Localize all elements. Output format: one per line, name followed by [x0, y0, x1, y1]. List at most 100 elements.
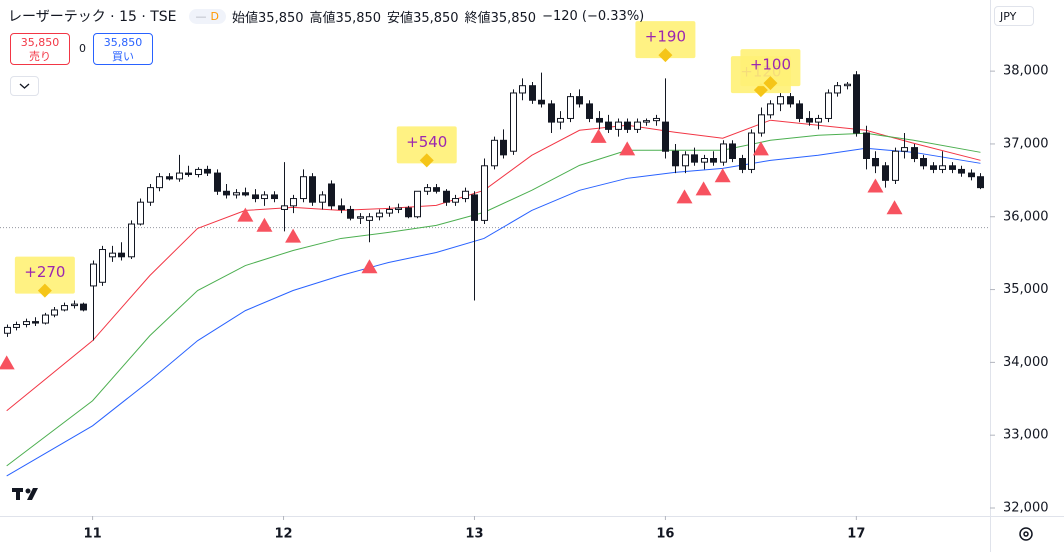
ohlc-values: 始値35,850 高値35,850 安値35,850 終値35,850	[232, 7, 536, 26]
header: レーザーテック · 15 · TSE — D 始値35,850 高値35,850 安値…	[8, 6, 644, 26]
symbol-title[interactable]: レーザーテック · 15 · TSE	[8, 9, 177, 25]
candle-body	[920, 158, 927, 167]
candle-body	[118, 252, 125, 258]
candle-body	[405, 207, 412, 218]
candle-body	[137, 201, 144, 225]
candle-body	[319, 194, 326, 203]
signal-marker	[695, 181, 712, 196]
currency-button[interactable]: JPY	[994, 6, 1034, 26]
candle-body	[634, 121, 641, 130]
x-tick-label: 11	[84, 527, 102, 542]
signal-marker	[285, 228, 302, 243]
signal-marker	[0, 355, 15, 370]
badge-letter: D	[210, 9, 220, 23]
candle-body	[386, 208, 393, 214]
annotation-point	[658, 48, 673, 63]
candle-body	[481, 165, 488, 221]
change: −120 (−0.33%)	[542, 8, 645, 24]
candle-body	[233, 192, 240, 196]
ohlc-label: 高値	[309, 10, 336, 26]
candle-body	[777, 96, 784, 105]
candle-body	[930, 165, 937, 170]
candle-body	[176, 172, 183, 180]
ohlc-value: 35,850	[258, 10, 304, 26]
settings-icon[interactable]	[1019, 527, 1033, 541]
candle-body	[653, 117, 660, 122]
candle-body	[548, 103, 555, 123]
status-badge[interactable]: — D	[188, 8, 227, 24]
candle-body	[195, 168, 202, 176]
candle-body	[491, 139, 498, 167]
candle-body	[214, 172, 221, 192]
y-tick-label: 36,000	[1003, 209, 1049, 224]
candle-body	[395, 207, 402, 210]
annotation-box	[14, 256, 75, 294]
candle-body	[185, 172, 192, 176]
ohlc-item: 高値35,850	[310, 7, 382, 26]
y-tick-label: 32,000	[1003, 500, 1049, 515]
candle-body	[471, 194, 478, 221]
candle-body	[882, 165, 889, 181]
candle-body	[911, 147, 918, 160]
candle-body	[4, 326, 11, 334]
candle-body	[99, 249, 106, 283]
candle-body	[242, 192, 249, 196]
candle-body	[347, 208, 354, 219]
signal-marker	[590, 128, 607, 143]
ohlc-value: 35,850	[490, 10, 537, 26]
candle-body	[710, 158, 717, 163]
candle-body	[61, 305, 68, 311]
candle-body	[281, 205, 288, 210]
buy-button[interactable]: 35,850 買い	[93, 33, 153, 65]
candle-body	[853, 74, 860, 134]
y-tick-label: 38,000	[1003, 64, 1049, 79]
candle-body	[376, 212, 383, 218]
candle-body	[596, 117, 603, 123]
candle-body	[204, 168, 211, 174]
candle-body	[939, 165, 946, 170]
annotation-box	[740, 49, 801, 87]
signal-marker	[714, 168, 731, 183]
candle-body	[968, 172, 975, 178]
annotation-box	[635, 21, 696, 59]
collapse-button[interactable]	[10, 76, 39, 96]
candle-body	[748, 132, 755, 170]
moving-average	[6, 147, 981, 477]
signal-marker	[619, 141, 636, 156]
ohlc-label: 始値	[232, 10, 259, 26]
candle-body	[949, 165, 956, 170]
candle-body	[787, 96, 794, 105]
candle-body	[51, 309, 58, 316]
candle-body	[958, 168, 965, 174]
x-tick-label: 13	[465, 527, 483, 542]
candle-body	[529, 85, 536, 101]
sell-button[interactable]: 35,850 売り	[10, 33, 70, 65]
candle-body	[825, 92, 832, 119]
candle-body	[271, 194, 278, 200]
candle-body	[872, 158, 879, 167]
candle-body	[414, 190, 421, 218]
annotation-point	[763, 76, 778, 91]
signal-marker	[867, 178, 884, 193]
y-tick-label: 35,000	[1003, 282, 1049, 297]
chevron	[19, 83, 30, 89]
moving-average	[6, 119, 981, 412]
signal-marker	[676, 189, 693, 204]
candle-body	[128, 223, 135, 258]
candle-body	[424, 187, 431, 192]
signal-marker	[886, 200, 903, 215]
sell-price: 35,850	[20, 36, 60, 49]
candle-body	[977, 176, 984, 189]
signal-marker	[256, 217, 273, 232]
signal-marker	[361, 259, 378, 274]
candle-body	[863, 132, 870, 160]
candle-body	[586, 103, 593, 119]
candle-body	[567, 96, 574, 119]
candle-body	[701, 158, 708, 163]
candle-body	[901, 147, 908, 152]
ohlc-item: 終値35,850	[465, 7, 537, 26]
candle-body	[261, 194, 268, 200]
candle-body	[510, 92, 517, 152]
candle-body	[796, 103, 803, 119]
